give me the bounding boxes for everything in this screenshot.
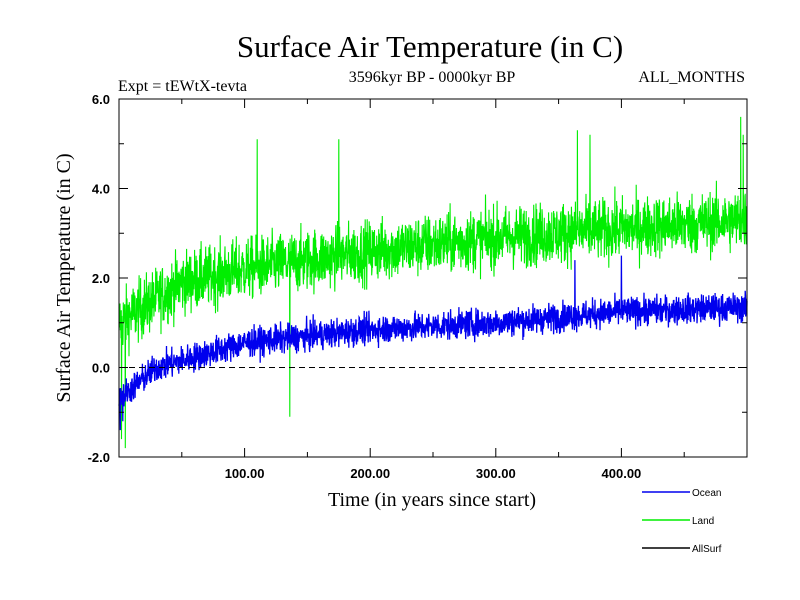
y-tick-label: 6.0 bbox=[92, 92, 110, 107]
legend-label-ocean: Ocean bbox=[692, 488, 721, 499]
x-tick-label: 400.00 bbox=[602, 466, 642, 481]
y-tick-label: -2.0 bbox=[88, 450, 110, 465]
chart-title: Surface Air Temperature (in C) bbox=[237, 29, 623, 64]
legend: Ocean Land AllSurf bbox=[642, 488, 722, 555]
months-label: ALL_MONTHS bbox=[638, 69, 745, 86]
legend-label-allsurf: AllSurf bbox=[692, 544, 722, 555]
series-line-land bbox=[118, 116, 748, 449]
x-tick-label: 100.00 bbox=[225, 466, 265, 481]
x-axis-label: Time (in years since start) bbox=[328, 489, 536, 511]
plot-area: -2.0 0.0 2.0 4.0 6.0 100.00 200.00 300.00 400.00 bbox=[88, 92, 748, 481]
x-tick-label: 300.00 bbox=[476, 466, 516, 481]
y-tick-label: 0.0 bbox=[92, 361, 110, 376]
period-label: 3596kyr BP - 0000kyr BP bbox=[349, 69, 516, 86]
y-axis-label: Surface Air Temperature (in C) bbox=[53, 153, 75, 402]
y-tick-label: 4.0 bbox=[92, 182, 110, 197]
x-tick-label: 200.00 bbox=[350, 466, 390, 481]
legend-label-land: Land bbox=[692, 516, 714, 527]
experiment-label: Expt = tEWtX-tevta bbox=[118, 78, 247, 95]
y-tick-label: 2.0 bbox=[92, 271, 110, 286]
series-line-ocean bbox=[118, 255, 748, 431]
